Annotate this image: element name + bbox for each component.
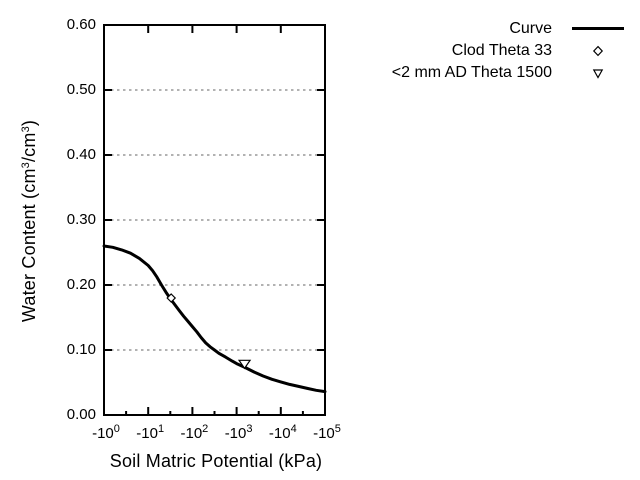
x-tick-exponent: 4 xyxy=(290,423,297,435)
x-tick-label--10^5: -105 xyxy=(295,423,359,443)
y-tick-label-0.50: 0.50 xyxy=(66,81,96,98)
legend: Curve Clod Theta 33 <2 mm AD Theta 1500 xyxy=(392,18,634,83)
y-axis-title: Water Content (cm3/cm3) xyxy=(19,71,43,371)
x-tick-label--10^2: -102 xyxy=(162,423,226,443)
legend-row-clod-theta-33: Clod Theta 33 xyxy=(392,40,634,61)
y-tick-label-0.20: 0.20 xyxy=(66,276,96,293)
x-tick-base: -10 xyxy=(224,425,247,442)
legend-label-ad-theta-1500: <2 mm AD Theta 1500 xyxy=(391,63,552,81)
x-tick-base: -10 xyxy=(313,425,335,442)
y-tick-label-0.30: 0.30 xyxy=(66,211,96,228)
y-tick-label-0.00: 0.00 xyxy=(66,406,96,423)
x-tick-base: -10 xyxy=(268,425,291,442)
x-tick-exponent: 5 xyxy=(334,423,341,435)
x-tick-base: -10 xyxy=(180,425,203,442)
x-tick-base: -10 xyxy=(92,425,114,442)
legend-sample-curve xyxy=(562,27,634,30)
x-tick-exponent: 0 xyxy=(113,423,120,435)
legend-label-clod-theta-33: Clod Theta 33 xyxy=(451,41,552,59)
y-axis-title-sup-2: 3 xyxy=(20,126,32,133)
x-tick-label--10^4: -104 xyxy=(251,423,315,443)
clod-theta-33-point xyxy=(166,293,177,303)
y-tick-label-0.40: 0.40 xyxy=(66,146,96,163)
legend-sample-ad-theta-1500 xyxy=(562,66,634,80)
x-tick-exponent: 2 xyxy=(202,423,209,435)
ad-theta-1500-point xyxy=(237,359,252,370)
y-axis-title-mid: /cm xyxy=(19,132,39,163)
y-axis-title-sup-1: 3 xyxy=(20,162,32,169)
y-tick-label-0.10: 0.10 xyxy=(66,341,96,358)
curve-series xyxy=(102,244,327,394)
y-axis-title-text: Water Content (cm xyxy=(19,168,39,323)
x-axis-title: Soil Matric Potential (kPa) xyxy=(109,451,323,471)
y-tick-label-0.60: 0.60 xyxy=(66,16,96,33)
x-tick-label--10^3: -103 xyxy=(207,423,271,443)
legend-sample-clod-theta-33 xyxy=(562,44,634,58)
x-tick-base: -10 xyxy=(136,425,158,442)
x-tick-label--10^1: -101 xyxy=(118,423,182,443)
x-tick-label--10^0: -100 xyxy=(74,423,138,443)
x-tick-exponent: 1 xyxy=(157,423,165,435)
legend-row-curve: Curve xyxy=(392,18,634,39)
line-sample-icon xyxy=(572,27,624,30)
triangle-down-marker-icon xyxy=(592,68,604,79)
diamond-marker-icon xyxy=(592,45,604,56)
legend-label-curve: Curve xyxy=(509,19,552,37)
legend-row-ad-theta-1500: <2 mm AD Theta 1500 xyxy=(392,62,634,83)
x-tick-exponent: 3 xyxy=(246,423,253,435)
